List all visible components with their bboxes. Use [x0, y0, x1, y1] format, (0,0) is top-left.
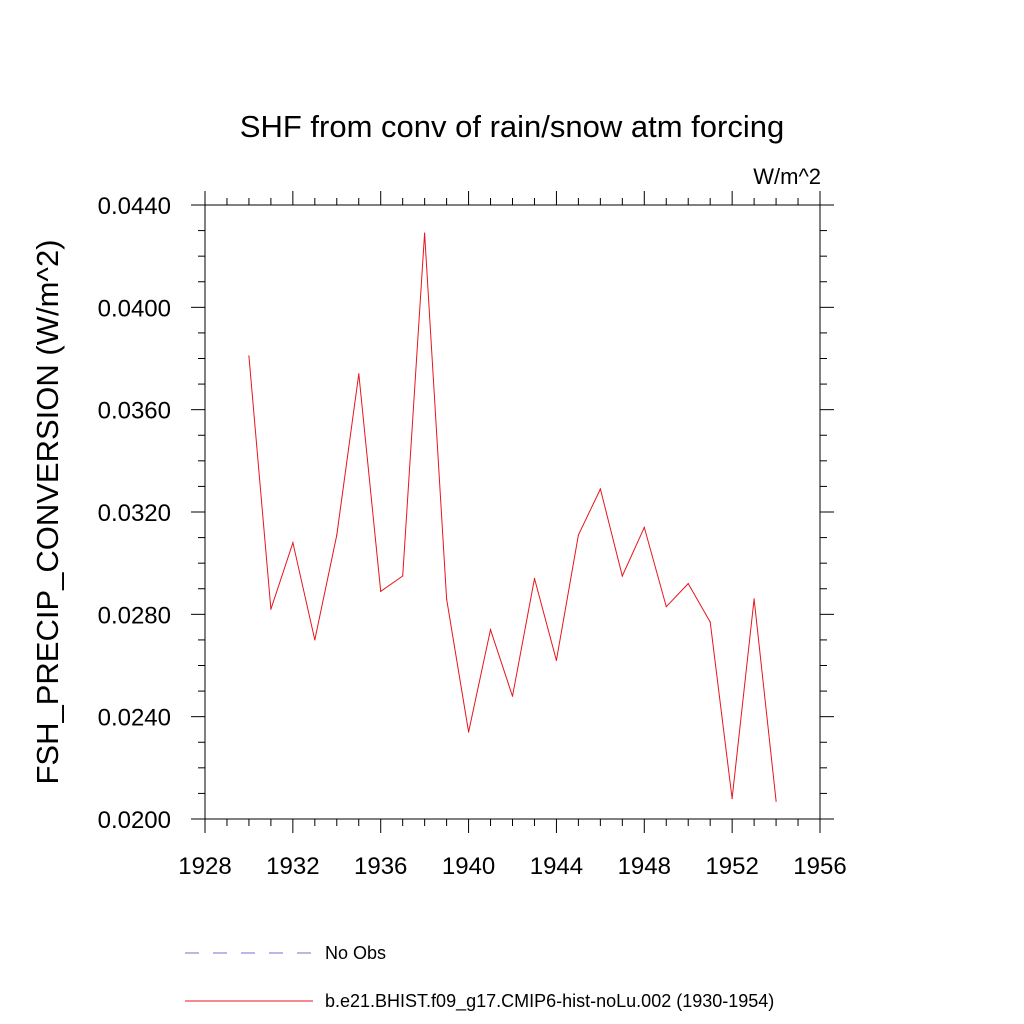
y-tick-label: 0.0360: [98, 398, 171, 425]
series-line: [248, 233, 777, 802]
data-point: [358, 373, 360, 375]
x-tick-label: 1948: [618, 853, 671, 880]
data-point: [555, 659, 558, 661]
x-tick-label: 1936: [354, 853, 407, 880]
data-point: [380, 590, 382, 592]
y-axis-label: FSH_PRECIP_CONVERSION (W/m^2): [30, 239, 65, 784]
data-point: [424, 232, 426, 234]
data-point: [775, 800, 777, 802]
data-point: [753, 598, 755, 600]
legend-label-no-obs: No Obs: [325, 943, 386, 963]
y-tick-label: 0.0280: [98, 602, 171, 629]
data-point: [731, 797, 733, 800]
data-point: [270, 608, 272, 610]
y-tick-label: 0.0240: [98, 705, 171, 732]
data-point: [292, 542, 294, 544]
x-tick-label: 1940: [442, 853, 495, 880]
data-point: [336, 534, 338, 536]
data-point: [665, 606, 667, 608]
series-group: [248, 232, 777, 802]
data-point: [687, 583, 689, 585]
data-point: [314, 639, 316, 641]
data-point: [511, 695, 514, 697]
y-tick-label: 0.0320: [98, 500, 171, 527]
plot-frame: [204, 204, 821, 820]
data-point: [709, 621, 711, 623]
legend: No Obs b.e21.BHIST.f09_g17.CMIP6-hist-no…: [185, 943, 774, 1012]
units-label: W/m^2: [753, 164, 821, 189]
x-tick-labels: 1928 1932 1936 1940 1944 1948 1952 1956: [178, 853, 846, 880]
axis-ticks: [191, 191, 834, 833]
y-tick-labels: 0.0200 0.0240 0.0280 0.0320 0.0360 0.0400 0.04…: [98, 193, 171, 834]
x-tick-label: 1928: [178, 853, 231, 880]
data-point: [489, 629, 492, 631]
data-point: [621, 575, 623, 577]
legend-label-model: b.e21.BHIST.f09_g17.CMIP6-hist-noLu.002 …: [325, 991, 774, 1012]
y-tick-label: 0.0440: [98, 193, 171, 220]
data-point: [248, 355, 250, 357]
data-point: [467, 731, 470, 733]
data-point: [402, 575, 404, 577]
x-tick-label: 1944: [530, 853, 583, 880]
data-point: [577, 534, 579, 536]
x-tick-label: 1956: [793, 853, 846, 880]
x-tick-label: 1932: [266, 853, 319, 880]
data-point: [599, 488, 601, 490]
data-point: [533, 577, 536, 580]
data-point: [446, 598, 448, 600]
y-tick-label: 0.0400: [98, 295, 171, 322]
chart-title: SHF from conv of rain/snow atm forcing: [240, 109, 784, 144]
data-point: [643, 526, 645, 528]
x-tick-label: 1952: [705, 853, 758, 880]
y-tick-label: 0.0200: [98, 807, 171, 834]
